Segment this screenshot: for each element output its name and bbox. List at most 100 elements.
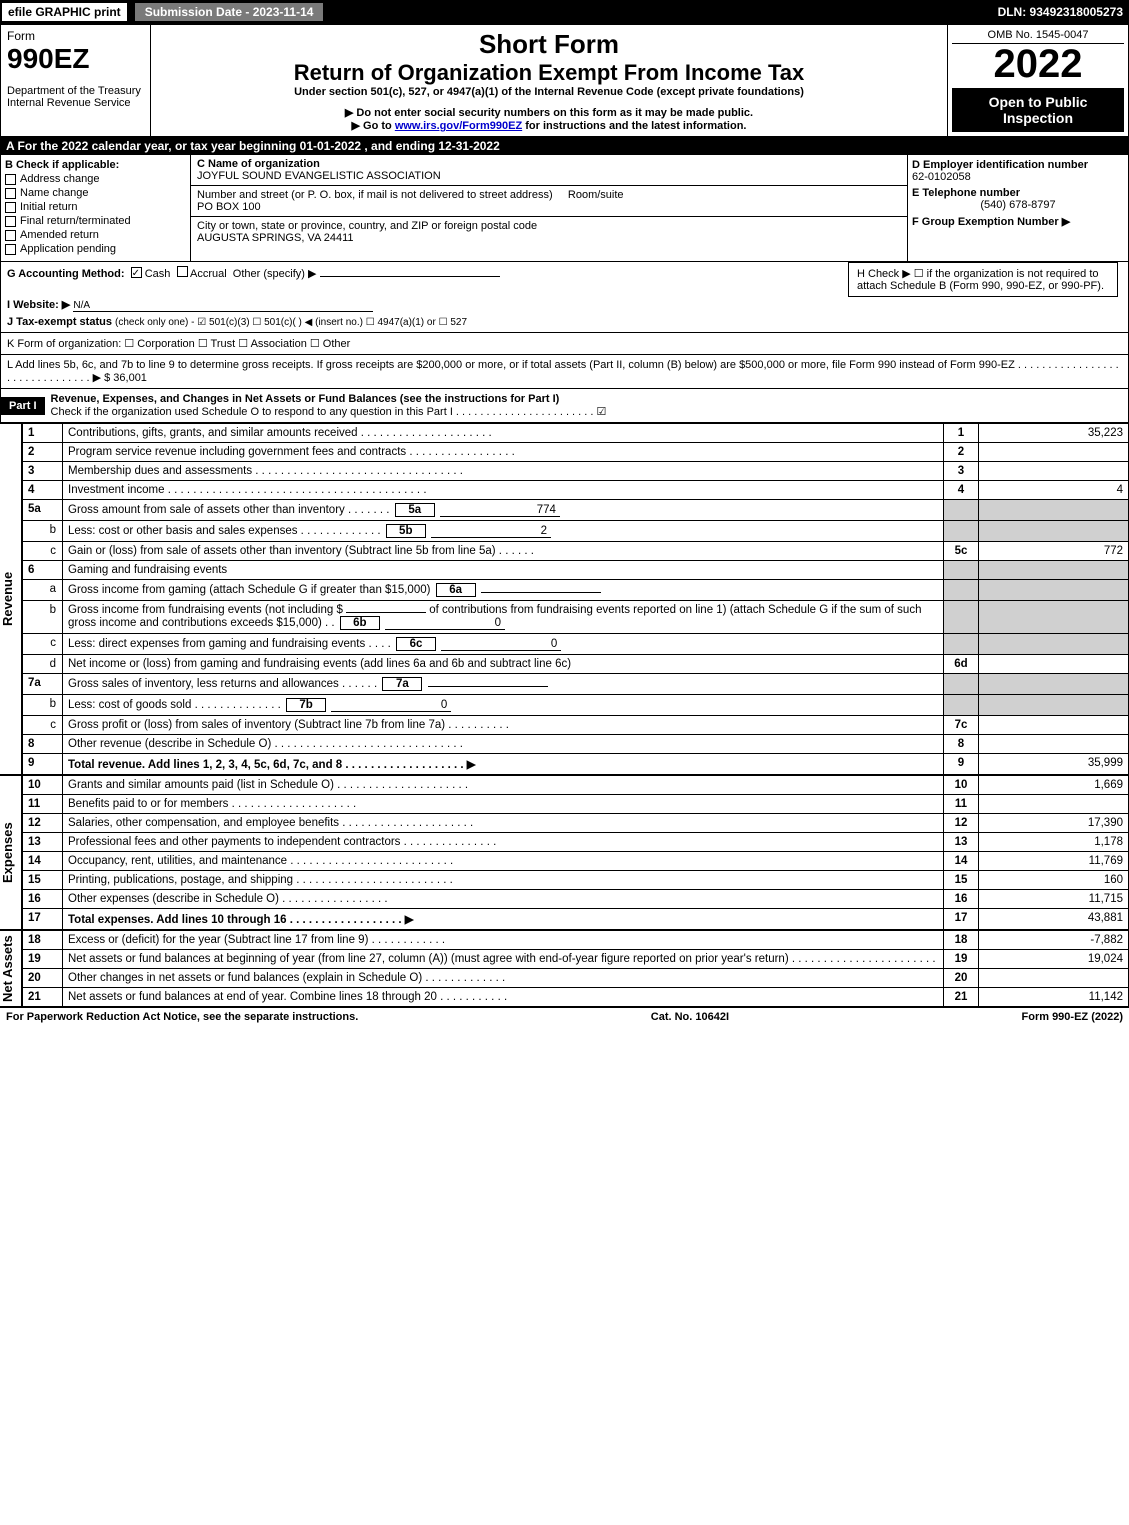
line-10: 10Grants and similar amounts paid (list … [23, 776, 1129, 795]
revenue-section: Revenue 1Contributions, gifts, grants, a… [0, 423, 1129, 775]
goto-prefix: ▶ Go to [352, 120, 395, 132]
row-k: K Form of organization: ☐ Corporation ☐ … [0, 333, 1129, 355]
line-5a: 5aGross amount from sale of assets other… [23, 500, 1129, 521]
line-6a: aGross income from gaming (attach Schedu… [23, 580, 1129, 601]
line-13: 13Professional fees and other payments t… [23, 833, 1129, 852]
open-to-public: Open to Public Inspection [952, 88, 1124, 132]
check-initial-return[interactable]: Initial return [5, 201, 186, 213]
expenses-section: Expenses 10Grants and similar amounts pa… [0, 775, 1129, 930]
line-19: 19Net assets or fund balances at beginni… [23, 950, 1129, 969]
line-7c: cGross profit or (loss) from sales of in… [23, 716, 1129, 735]
form-number: 990EZ [7, 43, 144, 75]
row-a-tax-year: A For the 2022 calendar year, or tax yea… [0, 137, 1129, 155]
city-row: City or town, state or province, country… [191, 217, 907, 247]
line-5c: cGain or (loss) from sale of assets othe… [23, 542, 1129, 561]
org-name: JOYFUL SOUND EVANGELISTIC ASSOCIATION [197, 170, 441, 182]
check-name-change[interactable]: Name change [5, 187, 186, 199]
line-6: 6Gaming and fundraising events [23, 561, 1129, 580]
city-label: City or town, state or province, country… [197, 220, 537, 232]
row-gh: G Accounting Method: Cash Accrual Other … [0, 262, 1129, 333]
short-form-title: Short Form [155, 29, 943, 60]
street-row: Number and street (or P. O. box, if mail… [191, 186, 907, 217]
line-21: 21Net assets or fund balances at end of … [23, 988, 1129, 1007]
line-17: 17Total expenses. Add lines 10 through 1… [23, 909, 1129, 930]
page-footer: For Paperwork Reduction Act Notice, see … [0, 1007, 1129, 1026]
col-c-org: C Name of organization JOYFUL SOUND EVAN… [191, 155, 908, 261]
line-5b: bLess: cost or other basis and sales exp… [23, 521, 1129, 542]
check-final-return[interactable]: Final return/terminated [5, 215, 186, 227]
line-12: 12Salaries, other compensation, and empl… [23, 814, 1129, 833]
header-center: Short Form Return of Organization Exempt… [151, 25, 948, 136]
line-2: 2Program service revenue including gover… [23, 443, 1129, 462]
line-15: 15Printing, publications, postage, and s… [23, 871, 1129, 890]
efile-label[interactable]: efile GRAPHIC print [0, 1, 129, 23]
footer-mid: Cat. No. 10642I [651, 1011, 729, 1023]
city-value: AUGUSTA SPRINGS, VA 24411 [197, 232, 354, 244]
expenses-side-label: Expenses [0, 775, 22, 930]
tax-year: 2022 [952, 44, 1124, 84]
check-cash[interactable] [131, 267, 142, 278]
part1-title: Revenue, Expenses, and Changes in Net As… [51, 393, 560, 405]
line-6c: cLess: direct expenses from gaming and f… [23, 634, 1129, 655]
j-label: J Tax-exempt status [7, 316, 112, 328]
line-7a: 7aGross sales of inventory, less returns… [23, 674, 1129, 695]
irs-label: Internal Revenue Service [7, 97, 144, 109]
check-accrual[interactable] [177, 266, 188, 277]
form-word: Form [7, 29, 144, 43]
line-6b: bGross income from fundraising events (n… [23, 601, 1129, 634]
netassets-side-label: Net Assets [0, 930, 22, 1007]
submission-date-button[interactable]: Submission Date - 2023-11-14 [133, 1, 326, 23]
row-l: L Add lines 5b, 6c, and 7b to line 9 to … [0, 355, 1129, 389]
website-value: N/A [73, 300, 373, 312]
other-specify-input[interactable] [320, 276, 500, 277]
l-text: L Add lines 5b, 6c, and 7b to line 9 to … [7, 359, 1119, 384]
expenses-table: 10Grants and similar amounts paid (list … [22, 775, 1129, 930]
under-section: Under section 501(c), 527, or 4947(a)(1)… [155, 86, 943, 98]
line-20: 20Other changes in net assets or fund ba… [23, 969, 1129, 988]
i-label: I Website: ▶ [7, 299, 70, 311]
do-not-enter: ▶ Do not enter social security numbers o… [155, 106, 943, 119]
netassets-table: 18Excess or (deficit) for the year (Subt… [22, 930, 1129, 1007]
e-label: E Telephone number [912, 187, 1124, 199]
line-11: 11Benefits paid to or for members . . . … [23, 795, 1129, 814]
check-if-applicable: B Check if applicable: [5, 159, 186, 171]
dept-label: Department of the Treasury [7, 85, 144, 97]
j-text: (check only one) - ☑ 501(c)(3) ☐ 501(c)(… [115, 317, 467, 328]
top-bar: efile GRAPHIC print Submission Date - 20… [0, 0, 1129, 24]
line-14: 14Occupancy, rent, utilities, and mainte… [23, 852, 1129, 871]
revenue-side-label: Revenue [0, 423, 22, 775]
footer-right: Form 990-EZ (2022) [1022, 1011, 1124, 1023]
header-left: Form 990EZ Department of the Treasury In… [1, 25, 151, 136]
footer-left: For Paperwork Reduction Act Notice, see … [6, 1011, 358, 1023]
phone-value: (540) 678-8797 [912, 199, 1124, 211]
line-3: 3Membership dues and assessments . . . .… [23, 462, 1129, 481]
goto-link[interactable]: www.irs.gov/Form990EZ [395, 120, 522, 132]
street-value: PO BOX 100 [197, 201, 261, 213]
line-16: 16Other expenses (describe in Schedule O… [23, 890, 1129, 909]
line-1: 1Contributions, gifts, grants, and simil… [23, 424, 1129, 443]
cash-label: Cash [145, 268, 171, 280]
line-6d: dNet income or (loss) from gaming and fu… [23, 655, 1129, 674]
part1-header-row: Part I Revenue, Expenses, and Changes in… [0, 389, 1129, 423]
h-box: H Check ▶ ☐ if the organization is not r… [848, 262, 1118, 297]
street-label: Number and street (or P. O. box, if mail… [197, 189, 553, 201]
line-18: 18Excess or (deficit) for the year (Subt… [23, 931, 1129, 950]
section-bcdef: B Check if applicable: Address change Na… [0, 155, 1129, 262]
ein-value: 62-0102058 [912, 171, 1124, 183]
d-label: D Employer identification number [912, 159, 1124, 171]
check-amended-return[interactable]: Amended return [5, 229, 186, 241]
part1-check: Check if the organization used Schedule … [51, 406, 607, 418]
netassets-section: Net Assets 18Excess or (deficit) for the… [0, 930, 1129, 1007]
line-4: 4Investment income . . . . . . . . . . .… [23, 481, 1129, 500]
check-application-pending[interactable]: Application pending [5, 243, 186, 255]
accrual-label: Accrual [190, 268, 227, 280]
check-address-change[interactable]: Address change [5, 173, 186, 185]
c-label: C Name of organization [197, 158, 320, 170]
col-def: D Employer identification number 62-0102… [908, 155, 1128, 261]
goto-line: ▶ Go to www.irs.gov/Form990EZ for instru… [155, 119, 943, 132]
line-9: 9Total revenue. Add lines 1, 2, 3, 4, 5c… [23, 754, 1129, 775]
org-name-row: C Name of organization JOYFUL SOUND EVAN… [191, 155, 907, 186]
l-amount: 36,001 [113, 372, 147, 384]
return-title: Return of Organization Exempt From Incom… [155, 60, 943, 86]
room-label: Room/suite [568, 189, 624, 201]
